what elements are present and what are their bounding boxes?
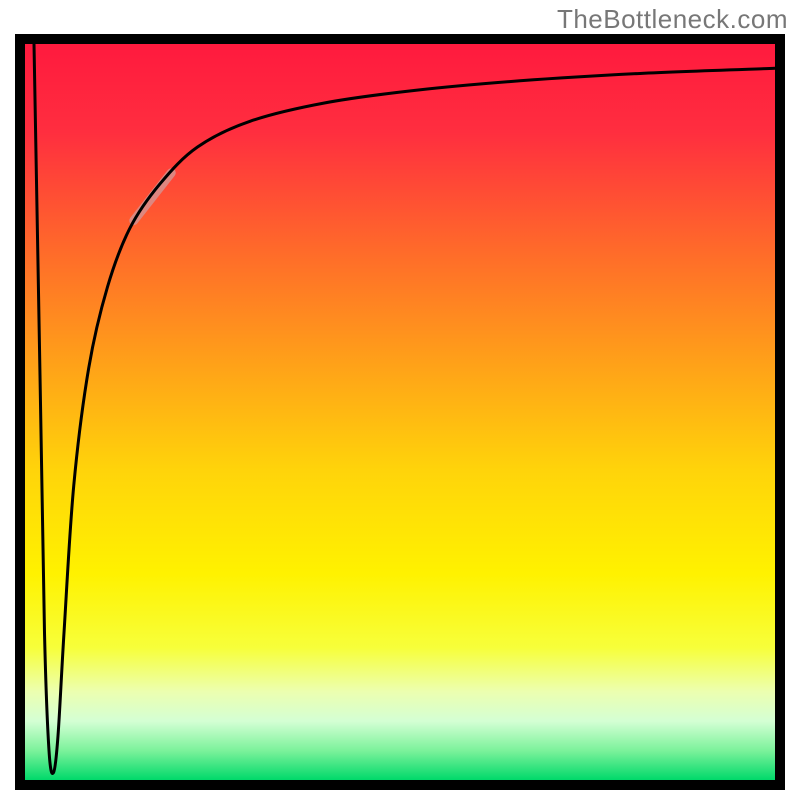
main-curve	[34, 44, 775, 774]
chart-plot-area	[25, 44, 775, 780]
chart-frame	[15, 34, 785, 790]
chart-curve-layer	[25, 44, 775, 780]
watermark-text: TheBottleneck.com	[557, 4, 788, 35]
